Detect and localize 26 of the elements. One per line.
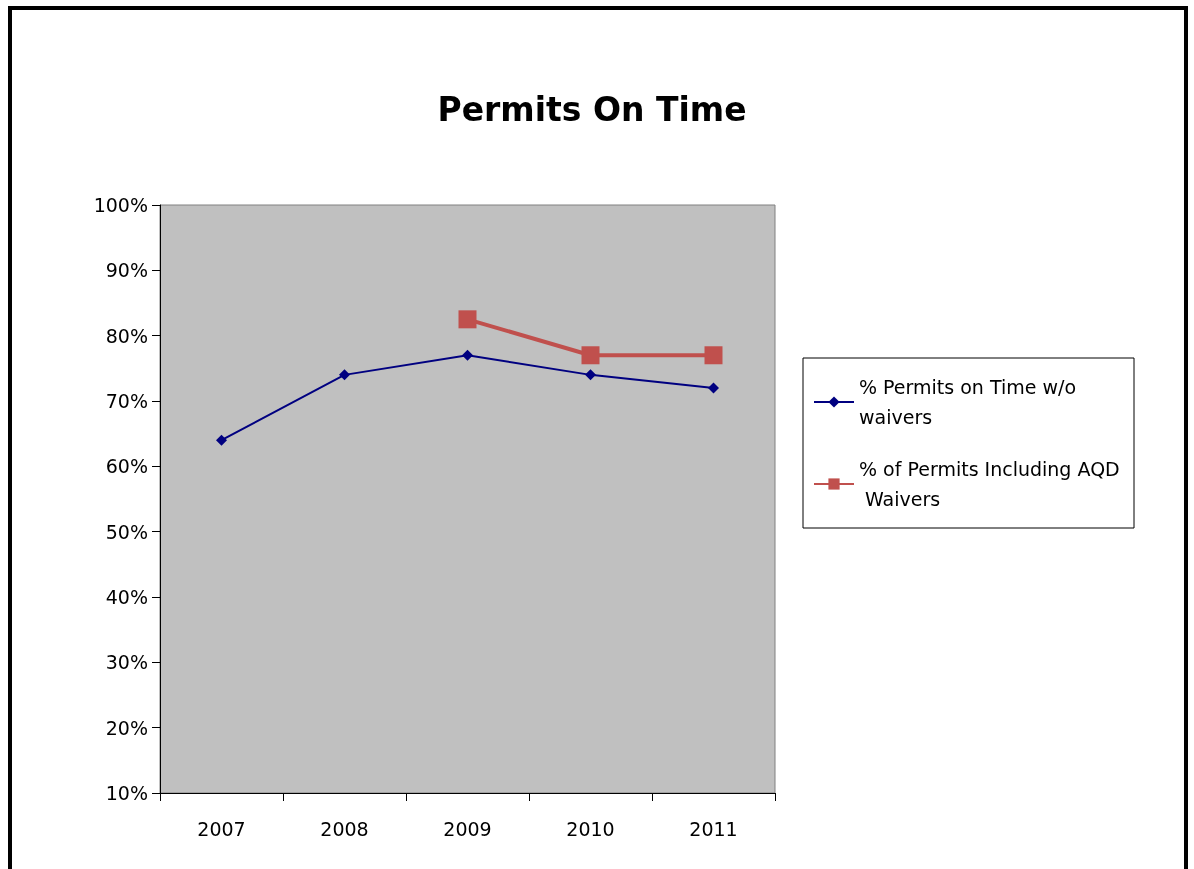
chart-title: Permits On Time <box>437 90 747 129</box>
legend-label: % of Permits Including AQD Waivers <box>859 458 1120 510</box>
x-tick-label: 2007 <box>197 817 246 840</box>
point <box>708 382 719 394</box>
x-tick-label: 2010 <box>566 817 615 840</box>
y-tick-label: 100% <box>93 194 148 216</box>
point <box>458 310 477 329</box>
point <box>339 369 350 381</box>
legend-label: % Permits on Time w/o waivers <box>859 376 1083 428</box>
y-tick-label: 70% <box>105 390 148 412</box>
y-tick-label: 80% <box>105 324 148 347</box>
point <box>216 434 227 446</box>
point <box>581 346 600 365</box>
point <box>462 349 473 361</box>
x-tick-label: 2011 <box>689 817 738 840</box>
y-tick-label: 60% <box>105 455 148 478</box>
x-tick-label: 2008 <box>320 817 369 840</box>
point <box>585 369 596 381</box>
point <box>704 346 723 365</box>
y-tick-label: 10% <box>105 782 148 804</box>
y-tick-label: 40% <box>105 586 148 608</box>
y-tick-label: 50% <box>105 520 148 543</box>
x-tick-label: 2009 <box>443 817 492 840</box>
y-tick-label: 90% <box>105 259 148 282</box>
y-tick-label: 30% <box>105 651 148 674</box>
y-tick-label: 20% <box>105 716 148 739</box>
